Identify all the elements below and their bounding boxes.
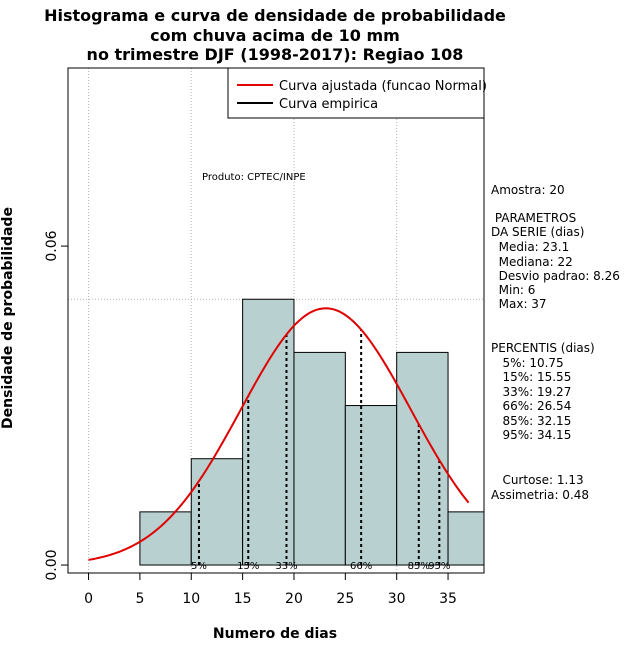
- x-tick-label: 20: [285, 591, 303, 607]
- histogram-bar: [242, 298, 295, 566]
- histogram-bar: [293, 351, 346, 566]
- stat-p66: 66%: 26.54: [491, 399, 572, 413]
- chart-title-line-3: no trimestre DJF (1998-2017): Regiao 108: [86, 45, 464, 64]
- stat-p33: 33%: 19.27: [491, 385, 572, 399]
- product-annotation: Produto: CPTEC/INPE: [202, 172, 306, 183]
- percentile-label: 85%: [408, 561, 430, 572]
- histogram-bar: [344, 405, 398, 566]
- histogram-bar: [396, 351, 449, 566]
- legend-box: [227, 67, 485, 119]
- x-axis-label: Numero de dias: [212, 626, 338, 642]
- percentile-label: 5%: [191, 561, 207, 572]
- stat-p95: 95%: 34.15: [491, 428, 572, 442]
- sample-size: Amostra: 20: [491, 183, 565, 197]
- percentile-label: 33%: [275, 561, 297, 572]
- x-tick-label: 0: [84, 591, 93, 607]
- percentile-label: 95%: [428, 561, 450, 572]
- percentile-label: 66%: [350, 561, 372, 572]
- x-tick-label: 35: [439, 591, 457, 607]
- stat-mediana: Mediana: 22: [491, 255, 573, 269]
- stat-desvio: Desvio padrao: 8.26: [491, 269, 620, 283]
- histogram-bar: [139, 511, 192, 566]
- x-tick-label: 25: [336, 591, 354, 607]
- legend: Curva ajustada (funcao Normal) Curva empi…: [227, 67, 487, 119]
- stat-curtose: Curtose: 1.13: [491, 473, 584, 487]
- stat-media: Media: 23.1: [491, 240, 570, 254]
- chart-title-line-1: Histograma e curva de densidade de proba…: [44, 6, 506, 25]
- percentile-label: 15%: [237, 561, 259, 572]
- y-tick-label: 0.06: [44, 230, 60, 261]
- params-title-2: DA SERIE (dias): [491, 225, 585, 239]
- x-tick-label: 5: [135, 591, 144, 607]
- percentile-lines: 5% 15% 33% 66% 85%95%: [191, 329, 450, 572]
- x-tick-label: 10: [182, 591, 200, 607]
- params-title-1: PARAMETROS: [491, 211, 577, 225]
- x-tick-label: 15: [234, 591, 252, 607]
- histogram-bar: [190, 458, 244, 566]
- stat-p15: 15%: 15.55: [491, 370, 572, 384]
- histogram-bar: [447, 511, 485, 566]
- stat-p5: 5%: 10.75: [491, 356, 564, 370]
- y-axis-label: Densidade de probabilidade: [0, 207, 16, 429]
- stat-p85: 85%: 32.15: [491, 414, 572, 428]
- histogram-bars: [139, 298, 485, 566]
- y-tick-label: 0.00: [44, 549, 60, 580]
- legend-label: Curva ajustada (funcao Normal): [279, 79, 487, 94]
- chart-title-line-2: com chuva acima de 10 mm: [150, 26, 400, 45]
- normal-fit-curve: [88, 307, 470, 561]
- percentis-title: PERCENTIS (dias): [491, 341, 595, 355]
- stat-max: Max: 37: [491, 297, 547, 311]
- stat-assimetria: Assimetria: 0.48: [491, 488, 590, 502]
- x-tick-label: 30: [388, 591, 406, 607]
- legend-label: Curva empirica: [279, 97, 378, 112]
- stat-min: Min: 6: [491, 283, 536, 297]
